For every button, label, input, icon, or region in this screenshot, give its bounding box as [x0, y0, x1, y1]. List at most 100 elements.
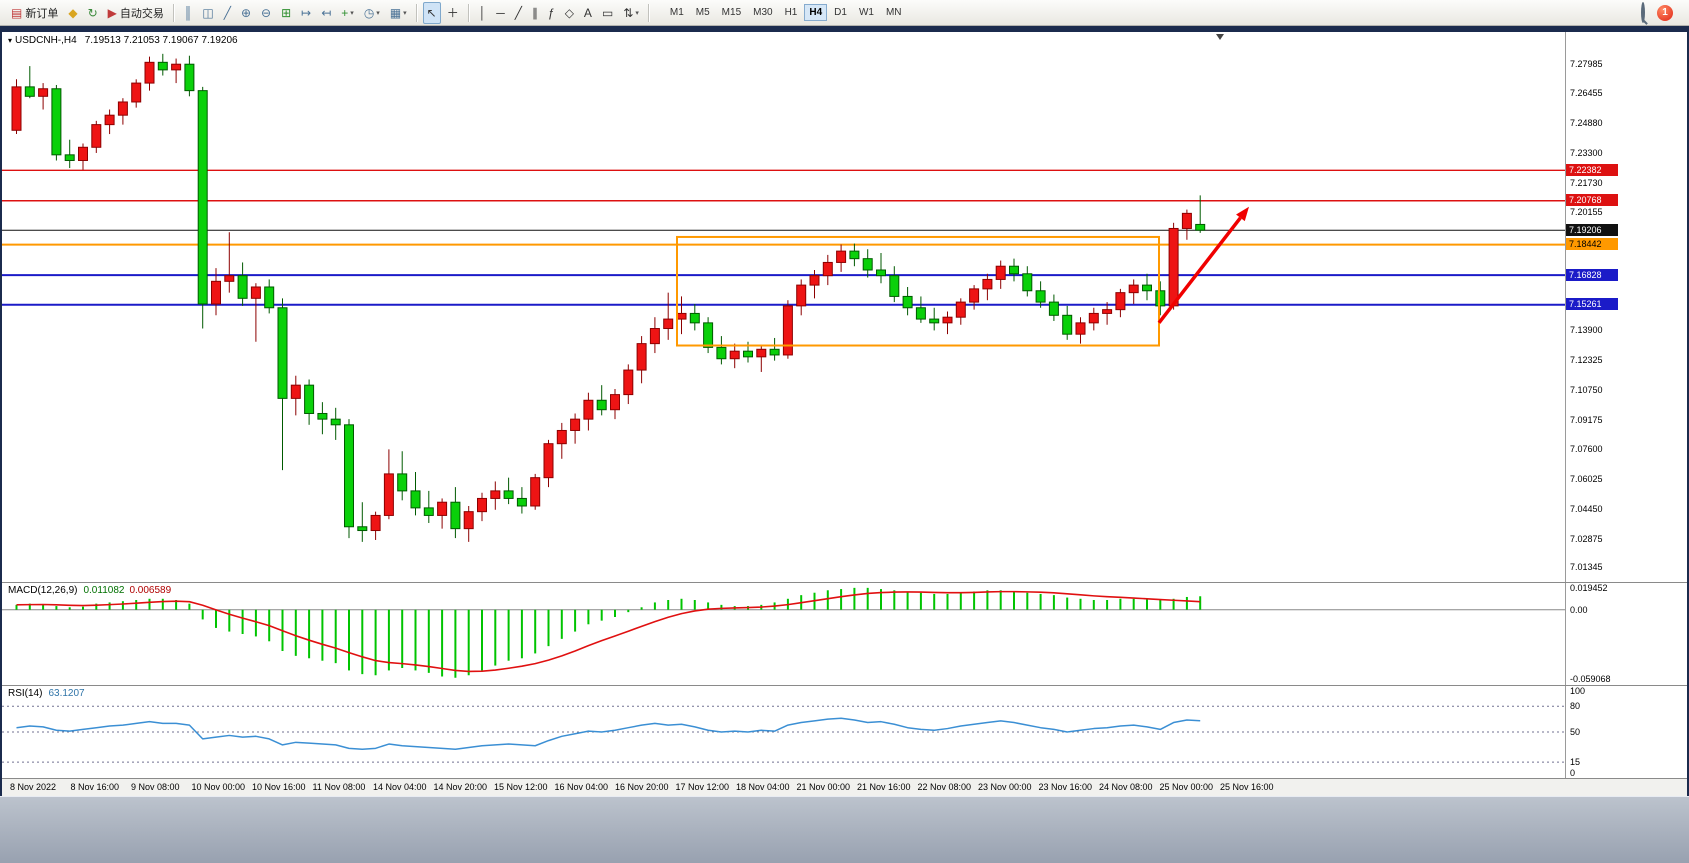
zoom-out-icon: ⊖ — [261, 5, 272, 20]
candle-body — [583, 399, 594, 420]
shapes-icon[interactable]: ◇ — [561, 2, 578, 24]
toolbar-separator — [467, 3, 470, 22]
history-refresh-icon[interactable]: ↻ — [84, 2, 102, 24]
time-axis-label: 10 Nov 00:00 — [191, 782, 246, 792]
timeframe-mn[interactable]: MN — [885, 7, 902, 18]
tile-windows-icon[interactable]: ⊞ — [277, 2, 295, 24]
time-axis[interactable]: 8 Nov 2022 8 Nov 16:00 9 Nov 08:00 10 Nov 0… — [2, 779, 1687, 796]
arrows-icon[interactable]: ⇅ ▾ — [619, 2, 643, 24]
rsi-value: 63.1207 — [48, 688, 85, 699]
panel-separator[interactable] — [2, 685, 1687, 686]
macd-main-value: 0.011082 — [83, 585, 125, 596]
candle-body — [11, 86, 22, 131]
candle-body — [344, 424, 354, 528]
templates-icon[interactable]: ▦ ▾ — [386, 2, 411, 24]
price-tick-label: 7.24880 — [1570, 118, 1603, 129]
horizontal-line-icon[interactable]: ─ — [492, 2, 509, 24]
macd-axis[interactable]: 0.019452 0.00 -0.059068 — [1565, 583, 1687, 685]
timeframe-w1[interactable]: W1 — [858, 7, 874, 18]
text-label-icon: ▭ — [601, 5, 614, 20]
consolidation-rectangle[interactable] — [676, 235, 1160, 347]
macd-panel[interactable]: MACD(12,26,9) 0.011082 0.006589 — [2, 583, 1565, 685]
timeframe-m30[interactable]: M30 — [753, 7, 773, 18]
trendline-icon[interactable]: ╱ — [511, 2, 526, 24]
panel-separator[interactable] — [2, 778, 1687, 779]
new-order-button[interactable]: ▤ 新订单 — [7, 2, 62, 24]
chart-shift-marker[interactable] — [1216, 34, 1224, 40]
periods-icon[interactable]: ◷ ▾ — [360, 2, 384, 24]
add-indicator-icon[interactable]: + ▾ — [337, 2, 358, 24]
candle-body — [224, 275, 235, 282]
cursor-icon[interactable]: ↖ — [422, 1, 441, 24]
candle-body — [38, 88, 49, 97]
rsi-label: RSI(14) 63.1207 — [8, 688, 85, 699]
price-level-badge: 7.15261 — [1566, 298, 1618, 311]
vertical-line-icon[interactable]: │ — [475, 2, 491, 24]
notification-badge[interactable]: 1 — [1657, 4, 1673, 21]
timeframe-m1[interactable]: M1 — [669, 7, 684, 18]
macd-canvas[interactable] — [2, 583, 1565, 685]
horizontal-line-icon: ─ — [496, 5, 505, 20]
zoom-out-icon[interactable]: ⊖ — [257, 2, 275, 24]
rsi-panel[interactable]: RSI(14) 63.1207 — [2, 686, 1565, 778]
main-chart-row: ▾ USDCNH-,H4 7.19513 7.21053 7.19067 7.192… — [2, 32, 1687, 582]
fibonacci-icon[interactable]: ƒ — [544, 2, 559, 24]
macd-tick-label: 0.019452 — [1570, 583, 1608, 593]
price-tick-label: 7.01345 — [1570, 562, 1603, 573]
candle-body — [1142, 284, 1152, 292]
time-axis-label: 14 Nov 20:00 — [433, 782, 488, 792]
rsi-line — [16, 717, 1201, 750]
timeframe-m5[interactable]: M5 — [695, 7, 710, 18]
candle-body — [516, 497, 527, 507]
timeframe-h4[interactable]: H4 — [804, 4, 828, 21]
bars-chart-icon[interactable]: ║ — [180, 2, 197, 24]
candle-body — [1062, 314, 1073, 335]
rsi-axis[interactable]: 100 80 50 15 0 — [1565, 686, 1687, 778]
price-chart-canvas[interactable] — [2, 32, 1565, 582]
candle-body — [716, 346, 727, 360]
candle-body — [503, 490, 514, 499]
candle-body — [876, 269, 886, 277]
rsi-name: RSI(14) — [8, 688, 43, 699]
price-level-badge: 7.20768 — [1566, 194, 1618, 207]
candle-body — [383, 473, 394, 516]
crosshair-icon[interactable]: ＋ — [443, 2, 463, 24]
timeframe-d1[interactable]: D1 — [834, 7, 847, 18]
candle-body — [782, 305, 793, 356]
candle-body — [370, 514, 381, 532]
panel-separator[interactable] — [2, 582, 1687, 583]
tile-windows-icon: ⊞ — [281, 5, 292, 20]
chevron-down-icon: ▾ — [403, 9, 407, 17]
auto-trading-button[interactable]: ▶ 自动交易 — [104, 2, 168, 24]
auto-scroll-icon[interactable]: ↦ — [297, 2, 315, 24]
candle-body — [1115, 292, 1126, 311]
line-chart-icon: ╱ — [223, 5, 231, 20]
candle-body — [955, 301, 966, 318]
metaeditor-icon[interactable]: ◆ — [64, 2, 81, 24]
text-label-icon[interactable]: ▭ — [598, 2, 617, 24]
chart-shift-icon[interactable]: ↤ — [317, 2, 335, 24]
text-icon[interactable]: A — [580, 2, 596, 24]
candle-body — [1035, 290, 1046, 303]
candlestick-chart-icon[interactable]: ◫ — [198, 2, 217, 24]
candle-body — [264, 286, 275, 309]
shapes-icon: ◇ — [564, 5, 574, 20]
rsi-tick-label: 80 — [1570, 701, 1581, 712]
candle-body — [397, 473, 408, 492]
chart-window: ▾ USDCNH-,H4 7.19513 7.21053 7.19067 7.192… — [0, 26, 1689, 796]
price-tick-label: 7.13900 — [1570, 325, 1603, 336]
chart-window-top-border — [2, 26, 1687, 32]
chart-menu-icon[interactable]: ▾ — [8, 36, 13, 45]
breakout-arrow[interactable] — [1157, 216, 1242, 324]
main-chart[interactable]: ▾ USDCNH-,H4 7.19513 7.21053 7.19067 7.192… — [2, 32, 1565, 582]
timeframe-h1[interactable]: H1 — [784, 7, 798, 18]
search-icon[interactable] — [1641, 1, 1645, 23]
zoom-in-icon[interactable]: ⊕ — [237, 2, 255, 24]
history-refresh-icon: ↻ — [87, 5, 98, 20]
timeframe-m15[interactable]: M15 — [721, 7, 742, 18]
rsi-canvas[interactable] — [2, 686, 1565, 778]
price-axis[interactable]: 7.27985 7.26455 7.24880 7.23300 7.21730 7.201… — [1565, 32, 1687, 582]
channel-icon[interactable]: ∥ — [528, 2, 542, 24]
candle-body — [743, 350, 753, 358]
line-chart-icon[interactable]: ╱ — [220, 2, 235, 24]
